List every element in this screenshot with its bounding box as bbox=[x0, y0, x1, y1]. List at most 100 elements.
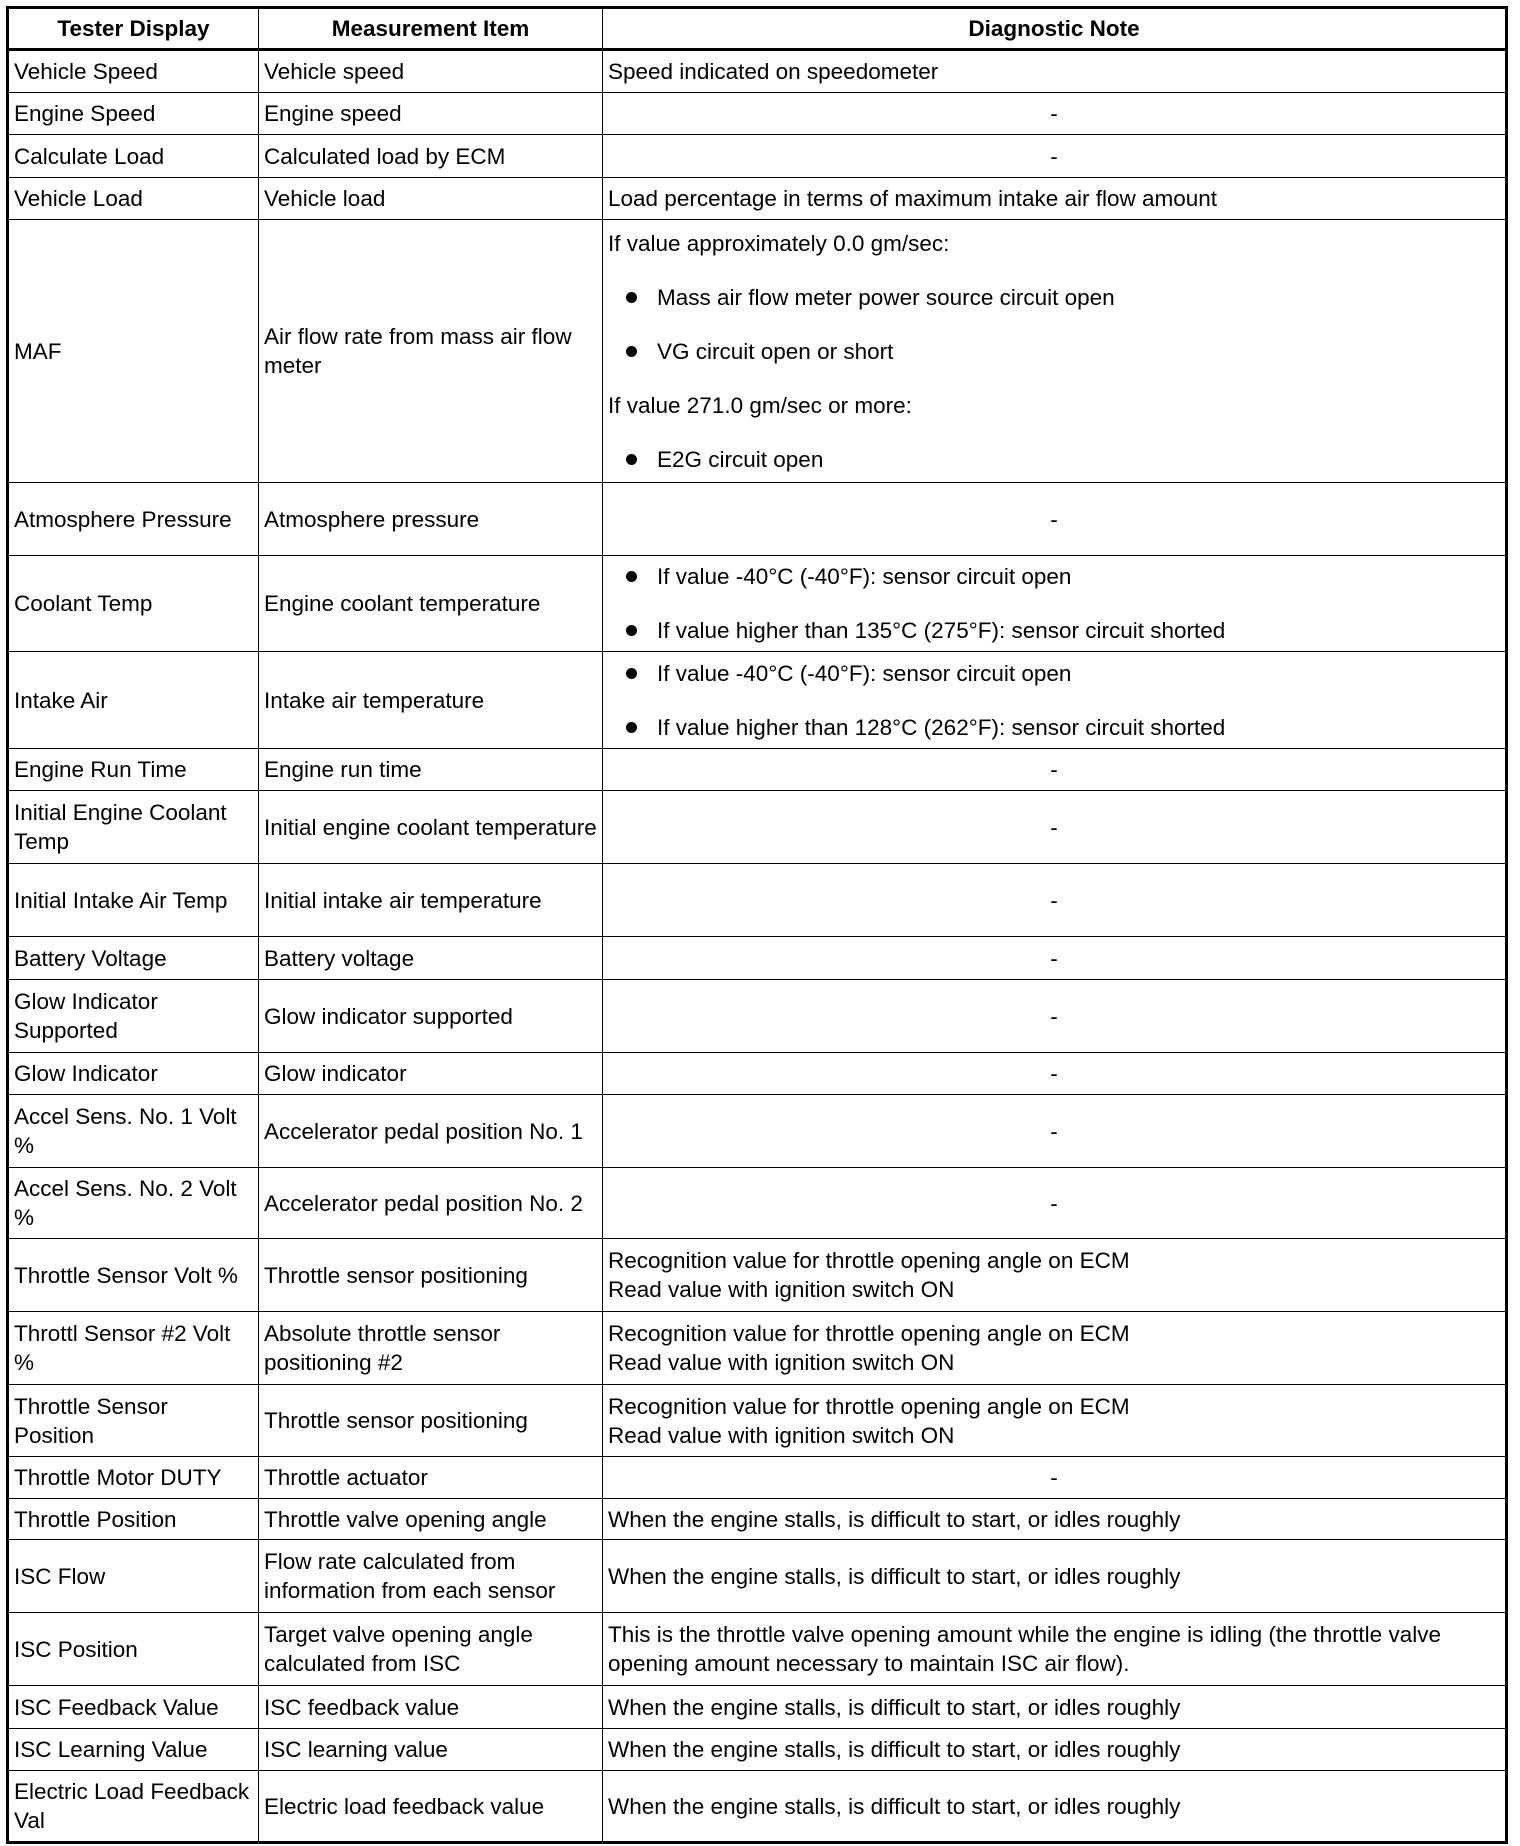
diagnostic-note-cell: - bbox=[602, 936, 1507, 980]
table-row: Initial Intake Air Temp Initial intake ai… bbox=[7, 863, 1507, 937]
table-row: Glow Indicator Glow indicator - bbox=[7, 1052, 1507, 1095]
measurement-item-cell: ISC feedback value bbox=[258, 1685, 603, 1729]
note-line: Read value with ignition switch ON bbox=[608, 1350, 955, 1375]
table-row: Calculate Load Calculated load by ECM - bbox=[7, 134, 1507, 178]
diagnostic-data-table: Tester Display Measurement Item Diagnost… bbox=[6, 6, 1508, 1844]
note-bullet-item: If value higher than 128°C (262°F): sens… bbox=[626, 713, 1500, 742]
table-row: Throttle Sensor Position Throttle sensor … bbox=[7, 1384, 1507, 1457]
note-line: Recognition value for throttle opening a… bbox=[608, 1321, 1130, 1346]
tester-display-cell: Coolant Temp bbox=[7, 555, 259, 652]
measurement-item-cell: Target valve opening angle calculated fr… bbox=[258, 1612, 603, 1686]
measurement-item-cell: Engine speed bbox=[258, 92, 603, 135]
table-row: Accel Sens. No. 2 Volt % Accelerator peda… bbox=[7, 1167, 1507, 1239]
table-row: ISC Position Target valve opening angle c… bbox=[7, 1612, 1507, 1686]
note-bullet-item: If value -40°C (-40°F): sensor circuit o… bbox=[626, 562, 1500, 591]
table-row: Intake Air Intake air temperature If value… bbox=[7, 651, 1507, 749]
table-row: Engine Speed Engine speed - bbox=[7, 92, 1507, 135]
measurement-item-cell: Intake air temperature bbox=[258, 651, 603, 749]
measurement-item-cell: Initial engine coolant temperature bbox=[258, 790, 603, 864]
table-row: Throttl Sensor #2 Volt % Absolute throttl… bbox=[7, 1311, 1507, 1385]
tester-display-cell: Electric Load Feedback Val bbox=[7, 1770, 259, 1843]
diagnostic-note-cell: - bbox=[602, 979, 1507, 1053]
table-row: Accel Sens. No. 1 Volt % Accelerator peda… bbox=[7, 1094, 1507, 1168]
diagnostic-note-cell: Recognition value for throttle opening a… bbox=[602, 1238, 1507, 1312]
measurement-item-cell: Engine coolant temperature bbox=[258, 555, 603, 652]
tester-display-cell: Battery Voltage bbox=[7, 936, 259, 980]
tester-display-cell: Vehicle Speed bbox=[7, 49, 259, 93]
note-bullet-item: VG circuit open or short bbox=[626, 337, 1500, 366]
measurement-item-cell: Accelerator pedal position No. 2 bbox=[258, 1167, 603, 1239]
diagnostic-note-cell: - bbox=[602, 748, 1507, 791]
bullet-icon bbox=[626, 667, 637, 679]
bullet-text: If value higher than 135°C (275°F): sens… bbox=[657, 618, 1226, 643]
bullet-text: Mass air flow meter power source circuit… bbox=[657, 284, 1115, 310]
tester-display-cell: ISC Learning Value bbox=[7, 1728, 259, 1771]
tester-display-cell: Accel Sens. No. 2 Volt % bbox=[7, 1167, 259, 1239]
table-row: Vehicle Speed Vehicle speed Speed indicate… bbox=[7, 49, 1507, 93]
measurement-item-cell: Throttle sensor positioning bbox=[258, 1384, 603, 1457]
note-line: When the engine stalls, is difficult to … bbox=[608, 1694, 1181, 1720]
tester-display-cell: Glow Indicator Supported bbox=[7, 979, 259, 1053]
diagnostic-note-cell: - bbox=[602, 92, 1507, 135]
bullet-text: If value -40°C (-40°F): sensor circuit o… bbox=[657, 660, 1072, 686]
table-row: Throttle Motor DUTY Throttle actuator - bbox=[7, 1456, 1507, 1499]
table-row: Electric Load Feedback Val Electric load … bbox=[7, 1770, 1507, 1843]
tester-display-cell: Throttl Sensor #2 Volt % bbox=[7, 1311, 259, 1385]
measurement-item-cell: Electric load feedback value bbox=[258, 1770, 603, 1843]
diagnostic-note-cell: - bbox=[602, 1094, 1507, 1168]
note-bullet-item: E2G circuit open bbox=[626, 445, 1500, 474]
note-bullet-item: If value higher than 135°C (275°F): sens… bbox=[626, 616, 1500, 645]
note-line: When the engine stalls, is difficult to … bbox=[608, 1506, 1181, 1532]
diagnostic-note-cell: When the engine stalls, is difficult to … bbox=[602, 1498, 1507, 1540]
note-line: Read value with ignition switch ON bbox=[608, 1277, 955, 1302]
bullet-text: VG circuit open or short bbox=[657, 338, 894, 364]
diagnostic-note-cell: When the engine stalls, is difficult to … bbox=[602, 1728, 1507, 1771]
bullet-icon bbox=[626, 453, 637, 465]
bullet-icon bbox=[626, 721, 637, 733]
table-row: Coolant Temp Engine coolant temperature If… bbox=[7, 555, 1507, 652]
table-row: MAF Air flow rate from mass air flow mete… bbox=[7, 219, 1507, 483]
tester-display-cell: Throttle Sensor Volt % bbox=[7, 1238, 259, 1312]
measurement-item-cell: Vehicle load bbox=[258, 177, 603, 220]
table-row: ISC Learning Value ISC learning value When… bbox=[7, 1728, 1507, 1771]
note-line: When the engine stalls, is difficult to … bbox=[608, 1793, 1181, 1819]
measurement-item-cell: Absolute throttle sensor positioning #2 bbox=[258, 1311, 603, 1385]
note-line: If value approximately 0.0 gm/sec: bbox=[608, 230, 950, 256]
tester-display-cell: Initial Intake Air Temp bbox=[7, 863, 259, 937]
measurement-item-cell: Atmosphere pressure bbox=[258, 482, 603, 556]
measurement-item-cell: Throttle actuator bbox=[258, 1456, 603, 1499]
note-line: Recognition value for throttle opening a… bbox=[608, 1248, 1130, 1273]
table-row: Atmosphere Pressure Atmosphere pressure - bbox=[7, 482, 1507, 556]
tester-display-cell: Vehicle Load bbox=[7, 177, 259, 220]
measurement-item-cell: Air flow rate from mass air flow meter bbox=[258, 219, 603, 483]
header-measurement-item: Measurement Item bbox=[258, 7, 603, 51]
tester-display-cell: MAF bbox=[7, 219, 259, 483]
note-line: Speed indicated on speedometer bbox=[608, 59, 939, 84]
table-row: Throttle Sensor Volt % Throttle sensor po… bbox=[7, 1238, 1507, 1312]
note-line: If value 271.0 gm/sec or more: bbox=[608, 392, 912, 418]
table-row: ISC Feedback Value ISC feedback value When… bbox=[7, 1685, 1507, 1729]
measurement-item-cell: Vehicle speed bbox=[258, 49, 603, 93]
diagnostic-note-cell: This is the throttle valve opening amoun… bbox=[602, 1612, 1507, 1686]
diagnostic-note-cell: Speed indicated on speedometer bbox=[602, 49, 1507, 93]
measurement-item-cell: Accelerator pedal position No. 1 bbox=[258, 1094, 603, 1168]
tester-display-cell: ISC Position bbox=[7, 1612, 259, 1686]
diagnostic-note-cell: If value approximately 0.0 gm/sec: Mass a… bbox=[602, 219, 1507, 483]
header-tester-display: Tester Display bbox=[7, 7, 259, 51]
bullet-text: If value higher than 128°C (262°F): sens… bbox=[657, 714, 1226, 740]
table-row: Glow Indicator Supported Glow indicator s… bbox=[7, 979, 1507, 1053]
measurement-item-cell: Flow rate calculated from information fr… bbox=[258, 1539, 603, 1613]
note-line: This is the throttle valve opening amoun… bbox=[608, 1622, 1441, 1676]
diagnostic-note-cell: - bbox=[602, 134, 1507, 178]
bullet-icon bbox=[626, 345, 637, 357]
tester-display-cell: Throttle Sensor Position bbox=[7, 1384, 259, 1457]
note-bullet-item: If value -40°C (-40°F): sensor circuit o… bbox=[626, 659, 1500, 688]
diagnostic-note-cell: - bbox=[602, 790, 1507, 864]
measurement-item-cell: Glow indicator bbox=[258, 1052, 603, 1095]
measurement-item-cell: Throttle sensor positioning bbox=[258, 1238, 603, 1312]
measurement-item-cell: Engine run time bbox=[258, 748, 603, 791]
diagnostic-note-cell: When the engine stalls, is difficult to … bbox=[602, 1770, 1507, 1843]
diagnostic-note-cell: If value -40°C (-40°F): sensor circuit o… bbox=[602, 555, 1507, 652]
tester-display-cell: Accel Sens. No. 1 Volt % bbox=[7, 1094, 259, 1168]
diagnostic-note-cell: When the engine stalls, is difficult to … bbox=[602, 1539, 1507, 1613]
